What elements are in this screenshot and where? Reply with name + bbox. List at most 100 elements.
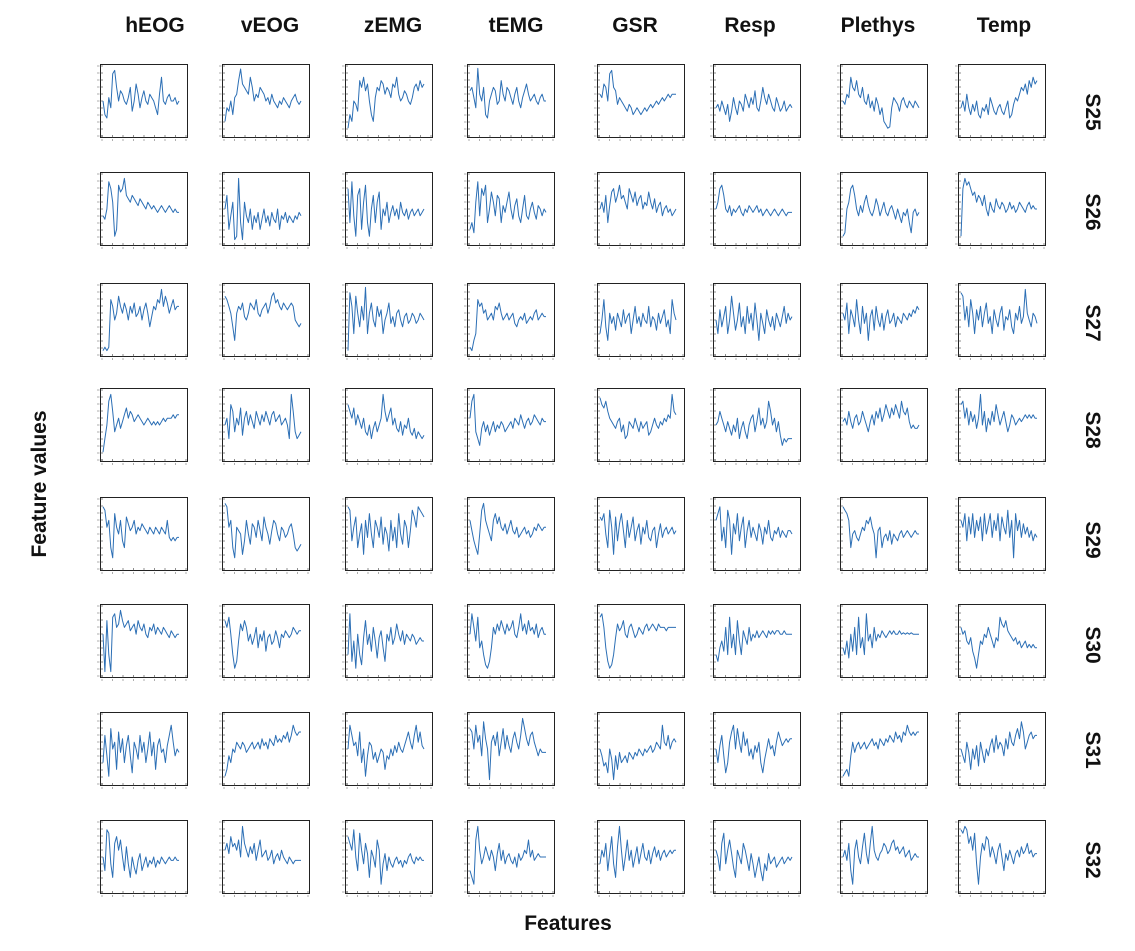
- panel-s28-zemg: [342, 388, 433, 465]
- panel-s31-temg: [464, 712, 555, 789]
- series-line: [224, 825, 301, 865]
- panel-s29-plethys: [837, 497, 928, 574]
- panel-s26-resp: [710, 172, 801, 249]
- column-label-temp: Temp: [976, 14, 1032, 37]
- row-label-s32: S32: [1081, 841, 1104, 879]
- panel-s27-gsr: [594, 283, 685, 360]
- series-line: [102, 724, 180, 777]
- panel-frame: [345, 172, 433, 246]
- panel-frame: [597, 820, 685, 894]
- series-line: [960, 825, 1037, 885]
- series-line: [347, 393, 425, 440]
- column-label-gsr: GSR: [612, 14, 658, 37]
- series-line: [842, 724, 919, 777]
- panel-s32-veog: [219, 820, 310, 897]
- series-line: [842, 613, 919, 659]
- series-line: [224, 724, 301, 777]
- series-line: [469, 67, 546, 119]
- panel-s30-plethys: [837, 604, 928, 681]
- series-line: [599, 825, 676, 878]
- panel-s30-heog: [97, 604, 188, 681]
- series-line: [347, 506, 425, 555]
- row-label-s25: S25: [1081, 93, 1104, 131]
- panel-s32-heog: [97, 820, 188, 897]
- panel-s25-resp: [710, 64, 801, 141]
- series-line: [224, 503, 302, 559]
- series-line: [960, 76, 1038, 119]
- column-label-temg: tEMG: [488, 14, 544, 37]
- panel-frame: [100, 820, 188, 894]
- series-line: [599, 299, 677, 341]
- panel-frame: [958, 388, 1046, 462]
- series-line: [102, 393, 179, 453]
- panel-s31-gsr: [594, 712, 685, 789]
- panel-frame: [467, 283, 555, 357]
- panel-frame: [713, 64, 801, 138]
- panel-frame: [597, 388, 685, 462]
- panel-frame: [222, 712, 310, 786]
- panel-frame: [840, 820, 928, 894]
- series-line: [842, 299, 920, 341]
- panel-frame: [958, 497, 1046, 571]
- panel-s30-zemg: [342, 604, 433, 681]
- panel-s30-temg: [464, 604, 555, 681]
- row-label-s28: S28: [1081, 411, 1104, 449]
- panel-s29-veog: [219, 497, 310, 574]
- series-line: [715, 832, 793, 882]
- series-line: [715, 616, 792, 662]
- panel-s28-temp: [955, 388, 1046, 465]
- panel-frame: [467, 497, 555, 571]
- panel-s32-temg: [464, 820, 555, 897]
- panel-frame: [100, 712, 188, 786]
- series-line: [842, 825, 919, 885]
- panel-frame: [840, 712, 928, 786]
- panel-s32-zemg: [342, 820, 433, 897]
- series-line: [842, 184, 920, 237]
- panel-frame: [100, 64, 188, 138]
- panel-s27-heog: [97, 283, 188, 360]
- row-label-s27: S27: [1081, 304, 1104, 342]
- column-label-veog: vEOG: [240, 14, 300, 37]
- series-line: [224, 292, 302, 341]
- panel-frame: [958, 64, 1046, 138]
- series-line: [960, 288, 1038, 335]
- row-label-s26: S26: [1081, 193, 1104, 231]
- panel-frame: [222, 172, 310, 246]
- series-line: [224, 616, 301, 669]
- panel-s28-temg: [464, 388, 555, 465]
- series-line: [224, 393, 302, 440]
- panel-s25-plethys: [837, 64, 928, 141]
- series-line: [715, 506, 793, 555]
- column-label-plethys: Plethys: [840, 14, 916, 37]
- panel-frame: [222, 497, 310, 571]
- series-line: [599, 393, 677, 440]
- panel-frame: [597, 64, 685, 138]
- panel-s25-heog: [97, 64, 188, 141]
- row-label-s31: S31: [1081, 731, 1104, 769]
- series-line: [469, 181, 547, 234]
- series-line: [347, 829, 424, 885]
- panel-s31-plethys: [837, 712, 928, 789]
- series-line: [469, 299, 546, 352]
- series-line: [960, 721, 1037, 770]
- panel-s25-gsr: [594, 64, 685, 141]
- row-label-s30: S30: [1081, 626, 1104, 664]
- panel-frame: [713, 497, 801, 571]
- panel-frame: [597, 712, 685, 786]
- series-line: [715, 295, 793, 341]
- panel-frame: [467, 604, 555, 678]
- series-line: [960, 393, 1037, 433]
- panel-s30-veog: [219, 604, 310, 681]
- panel-s32-plethys: [837, 820, 928, 897]
- series-line: [469, 502, 546, 555]
- panel-frame: [713, 172, 801, 246]
- panel-s29-temg: [464, 497, 555, 574]
- panel-s26-zemg: [342, 172, 433, 249]
- panel-s25-temg: [464, 64, 555, 141]
- panel-frame: [597, 497, 685, 571]
- series-line: [715, 400, 792, 446]
- series-line: [599, 69, 676, 116]
- series-line: [347, 76, 425, 129]
- panel-frame: [100, 172, 188, 246]
